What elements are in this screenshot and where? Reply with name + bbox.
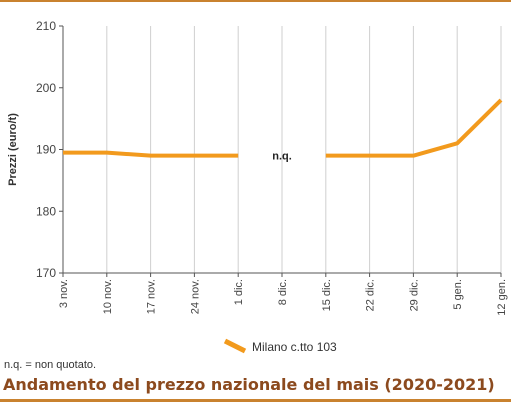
legend: Milano c.tto 103	[223, 338, 337, 354]
y-tick-label: 190	[36, 143, 56, 157]
vertical-grid	[106, 26, 502, 273]
x-tick-label: 17 nov.	[146, 279, 158, 314]
x-tick-label: 10 nov.	[102, 279, 114, 314]
figure-caption: Andamento del prezzo nazionale del mais …	[3, 375, 495, 394]
x-tick-label: 1 dic.	[233, 279, 245, 305]
legend-label: Milano c.tto 103	[252, 340, 337, 354]
x-tick-label: 3 nov.	[58, 279, 70, 308]
x-tick-label: 8 dic.	[277, 279, 289, 305]
y-axis-title: Prezzi (euro/t)	[7, 113, 19, 186]
x-tick-label: 15 dic.	[321, 279, 333, 311]
x-tick-label: 12 gen.	[496, 279, 508, 316]
y-axis: 170 180 190 200 210	[36, 19, 64, 280]
x-tick-label: 24 nov.	[189, 279, 201, 314]
x-tick-label: 5 gen.	[452, 279, 464, 310]
y-tick-label: 180	[36, 204, 56, 218]
y-tick-label: 170	[36, 266, 56, 280]
price-line-chart: 170 180 190 200 210 3 nov. 10 nov. 17 nov. 24 n…	[7, 19, 508, 354]
series-line-segment	[63, 150, 239, 158]
y-tick-label: 200	[36, 81, 56, 95]
x-tick-label: 22 dic.	[365, 279, 377, 311]
y-tick-label: 210	[36, 19, 56, 33]
x-axis: 3 nov. 10 nov. 17 nov. 24 nov. 1 dic. 8 dic. 1…	[58, 272, 508, 316]
nq-annotation: n.q.	[272, 151, 292, 163]
top-rule	[0, 0, 511, 2]
series-line-segment	[325, 98, 503, 158]
x-tick-label: 29 dic.	[408, 279, 420, 311]
legend-swatch	[223, 338, 247, 354]
annotations: n.q.	[272, 151, 292, 163]
series-lines	[63, 98, 503, 158]
footnote: n.q. = non quotato.	[4, 359, 97, 371]
footer-rule	[0, 399, 511, 402]
